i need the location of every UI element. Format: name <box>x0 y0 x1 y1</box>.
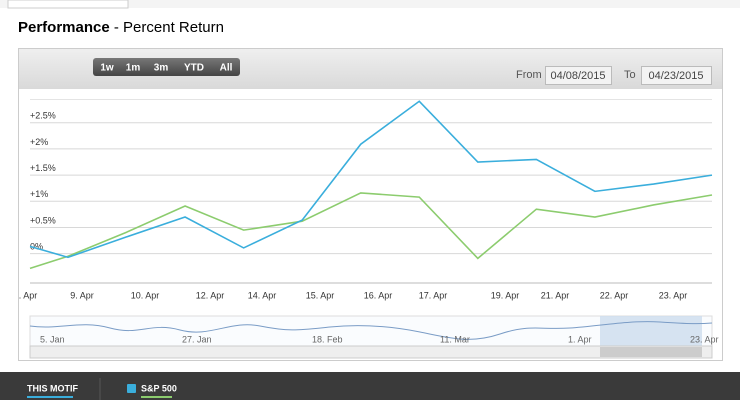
x-tick-label: 19. Apr <box>491 290 520 300</box>
y-tick-label: +1.5% <box>30 163 56 173</box>
navigator-label: 1. Apr <box>568 334 592 344</box>
range-button[interactable]: All <box>220 63 233 74</box>
navigator-label: 23. Apr <box>690 334 719 344</box>
navigator-label: 27. Jan <box>182 334 212 344</box>
x-tick-label: . Apr <box>19 290 38 300</box>
x-tick-label: 14. Apr <box>248 290 277 300</box>
legend-swatch <box>141 396 172 398</box>
x-tick-label: 22. Apr <box>600 290 629 300</box>
tab-strip <box>0 0 740 8</box>
checkbox[interactable] <box>127 384 136 393</box>
scrollbar[interactable] <box>29 345 713 359</box>
y-tick-label: +2% <box>30 137 48 147</box>
legend-label[interactable]: THIS MOTIF <box>27 383 78 393</box>
navigator-label: 11. Mar <box>440 334 470 344</box>
range-button[interactable]: YTD <box>184 63 204 74</box>
x-tick-label: 15. Apr <box>306 290 335 300</box>
series-line <box>29 192 713 270</box>
legend-swatch <box>27 396 73 398</box>
tab[interactable] <box>7 0 129 9</box>
from-input[interactable] <box>545 66 612 85</box>
range-button[interactable]: 1w <box>100 63 114 74</box>
x-tick-label: 9. Apr <box>70 290 94 300</box>
to-input[interactable] <box>641 66 712 85</box>
range-button[interactable]: 1m <box>126 63 141 74</box>
legend-label[interactable]: S&P 500 <box>141 383 177 393</box>
x-tick-label: 17. Apr <box>419 290 448 300</box>
from-date: 04/08/2015 <box>550 70 605 82</box>
navigator <box>29 315 713 347</box>
navigator-label: 5. Jan <box>40 334 65 344</box>
title: Performance - Percent Return <box>18 19 224 36</box>
x-tick-label: 16. Apr <box>364 290 393 300</box>
y-tick-label: +1% <box>30 189 48 199</box>
navigator-line <box>29 321 713 340</box>
y-tick-label: 0% <box>30 242 43 252</box>
y-tick-label: +0.5% <box>30 215 56 225</box>
scroll-thumb[interactable] <box>600 347 702 357</box>
range-group <box>93 58 240 76</box>
to-date: 04/23/2015 <box>648 70 703 82</box>
x-tick-label: 21. Apr <box>541 290 570 300</box>
x-tick-label: 12. Apr <box>196 290 225 300</box>
navigator-label: 18. Feb <box>312 334 343 344</box>
range-button[interactable]: 3m <box>154 63 169 74</box>
from-label: From <box>516 69 542 81</box>
legend-bar <box>0 372 740 400</box>
y-tick-label: +2.5% <box>30 111 56 121</box>
to-label: To <box>624 69 636 81</box>
series-line <box>29 100 713 259</box>
x-tick-label: 10. Apr <box>131 290 160 300</box>
panel <box>18 48 723 361</box>
x-tick-label: 23. Apr <box>659 290 688 300</box>
